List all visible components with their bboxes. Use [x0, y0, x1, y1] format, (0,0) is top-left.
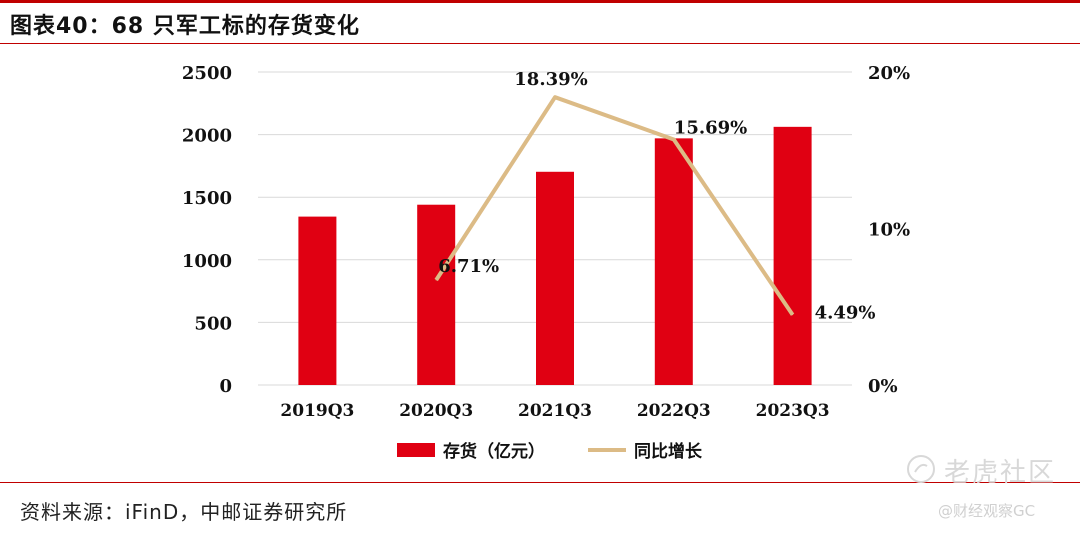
y-left-ticks: 0 500 1000 1500 2000 2500 — [182, 63, 232, 397]
x-tick-label: 2019Q3 — [280, 401, 354, 421]
bar-2023Q3 — [773, 126, 812, 386]
legend-bar-swatch — [397, 443, 435, 457]
bar-2019Q3 — [298, 216, 337, 385]
y-left-tick-label: 0 — [219, 376, 232, 397]
growth-line — [434, 95, 795, 316]
source-note: 资料来源：iFinD，中邮证券研究所 — [20, 500, 348, 524]
growth-point — [435, 279, 437, 281]
y-right-ticks: 0% 10% 20% — [868, 63, 910, 397]
bar-2022Q3 — [654, 138, 693, 385]
y-left-tick-label: 1500 — [182, 188, 232, 209]
x-tick-label: 2023Q3 — [756, 401, 830, 421]
growth-point — [554, 96, 556, 98]
inventory-chart: 0 500 1000 1500 2000 2500 0% 10% 20% 2019Q3 2020… — [182, 63, 910, 462]
data-labels: 6.71% 18.39% 15.69% 4.49% — [438, 69, 875, 324]
x-tick-label: 2020Q3 — [399, 401, 473, 421]
x-ticks: 2019Q3 2020Q3 2021Q3 2022Q3 2023Q3 — [280, 401, 829, 421]
x-tick-label: 2021Q3 — [518, 401, 592, 421]
bar-2021Q3 — [536, 171, 574, 385]
y-right-tick-label: 10% — [868, 220, 910, 241]
data-label: 15.69% — [674, 117, 747, 138]
growth-point — [792, 314, 794, 316]
data-label: 18.39% — [514, 69, 587, 90]
y-left-tick-label: 2000 — [182, 126, 232, 147]
legend-line-label: 同比增长 — [634, 441, 703, 462]
title-rule — [0, 43, 1080, 44]
bar-2020Q3 — [417, 204, 456, 385]
x-tick-label: 2022Q3 — [637, 401, 711, 421]
data-label: 4.49% — [815, 303, 876, 324]
chart-title: 图表40：68 只军工标的存货变化 — [10, 14, 360, 39]
legend-bar-label: 存货（亿元） — [443, 441, 545, 462]
bar-series — [298, 126, 812, 386]
line-series — [434, 95, 795, 316]
tiger-logo-icon — [907, 455, 935, 483]
top-rule — [0, 0, 1080, 3]
y-left-tick-label: 2500 — [182, 63, 232, 84]
y-left-tick-label: 1000 — [182, 251, 232, 272]
y-left-tick-label: 500 — [194, 313, 232, 334]
data-label: 6.71% — [438, 256, 499, 277]
y-right-tick-label: 20% — [868, 63, 910, 84]
watermark-handle: @财经观察GC — [938, 502, 1036, 520]
y-right-tick-label: 0% — [868, 376, 898, 397]
legend: 存货（亿元） 同比增长 — [397, 441, 703, 462]
bottom-rule — [0, 482, 1080, 483]
growth-point — [673, 138, 675, 140]
watermark-brand: 老虎社区 — [944, 458, 1057, 488]
